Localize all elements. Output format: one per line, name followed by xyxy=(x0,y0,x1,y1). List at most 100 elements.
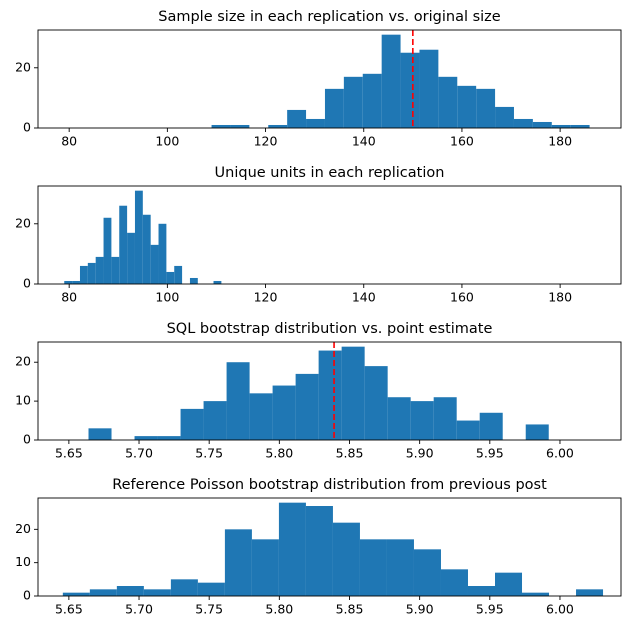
histogram-bar xyxy=(433,397,457,440)
histogram-bar xyxy=(72,280,80,284)
histogram-bar xyxy=(410,401,434,440)
x-tick-label: 100 xyxy=(155,134,179,149)
histogram-bar xyxy=(306,118,325,128)
x-tick-label: 5.90 xyxy=(406,446,434,461)
histogram-bar xyxy=(494,572,523,596)
histogram-bar xyxy=(213,280,222,284)
histogram-bar xyxy=(305,506,333,596)
histogram-bar xyxy=(230,124,250,128)
histogram-bar xyxy=(226,362,250,440)
y-tick-label: 0 xyxy=(23,588,31,603)
y-tick-label: 0 xyxy=(23,120,31,135)
histogram-bar xyxy=(251,539,279,596)
x-tick-label: 5.95 xyxy=(476,446,504,461)
histogram-bar xyxy=(211,124,231,128)
histogram-bar xyxy=(158,223,167,284)
x-tick-label: 5.65 xyxy=(55,602,83,617)
histogram-bar xyxy=(532,121,552,128)
histogram-bar xyxy=(318,350,342,440)
chart-title: Reference Poisson bootstrap distribution… xyxy=(112,477,547,493)
x-tick-label: 180 xyxy=(548,134,572,149)
histogram-bar xyxy=(111,256,120,284)
histogram-bar xyxy=(197,582,225,596)
histogram-bar xyxy=(150,244,159,284)
x-tick-label: 6.00 xyxy=(546,602,574,617)
histogram-bar xyxy=(362,73,382,128)
histogram-bar xyxy=(364,366,388,440)
y-tick-label: 10 xyxy=(15,554,31,569)
histogram-bar xyxy=(476,88,496,128)
histogram-bar xyxy=(341,346,365,440)
histogram-bar xyxy=(467,586,495,596)
histogram-bar xyxy=(166,271,175,284)
histogram-bar xyxy=(381,34,401,128)
chart-title: Sample size in each replication vs. orig… xyxy=(158,9,501,25)
histogram-bar xyxy=(324,88,344,128)
histogram-bar xyxy=(287,109,307,128)
histogram-bar xyxy=(95,256,104,284)
chart-title: SQL bootstrap distribution vs. point est… xyxy=(167,321,493,337)
x-tick-label: 140 xyxy=(352,134,376,149)
y-tick-label: 20 xyxy=(15,354,31,369)
y-tick-label: 10 xyxy=(15,393,31,408)
histogram-bar xyxy=(87,262,96,284)
histogram-bar xyxy=(570,124,590,128)
histogram-bar xyxy=(272,385,296,440)
histogram-bar xyxy=(522,592,550,596)
histogram-bar xyxy=(143,589,171,596)
x-tick-label: 80 xyxy=(61,290,77,305)
histogram-bar xyxy=(400,52,420,128)
histogram-bar xyxy=(438,76,458,128)
histogram-bar xyxy=(203,401,227,440)
histogram-bar xyxy=(387,397,411,440)
histogram-bar xyxy=(359,539,387,596)
histogram-bar xyxy=(513,118,533,128)
histogram-bar xyxy=(278,502,306,596)
histogram-bar xyxy=(456,420,480,440)
x-tick-label: 6.00 xyxy=(546,446,574,461)
histogram-bar xyxy=(295,373,319,440)
histogram-bar xyxy=(224,529,252,596)
x-tick-label: 160 xyxy=(450,290,474,305)
histogram-bar xyxy=(134,190,143,284)
axes-frame xyxy=(37,185,622,285)
x-tick-label: 5.80 xyxy=(265,446,293,461)
histogram-bar xyxy=(79,265,88,284)
histogram-bar xyxy=(576,589,604,596)
histogram-bar xyxy=(525,424,549,440)
x-tick-label: 5.65 xyxy=(55,446,83,461)
x-tick-label: 100 xyxy=(155,290,179,305)
histogram-bar xyxy=(268,124,288,128)
x-tick-label: 120 xyxy=(254,290,278,305)
histogram-bar xyxy=(127,232,135,284)
histogram-bar xyxy=(103,217,112,284)
axes-frame xyxy=(37,497,622,597)
histogram-bar xyxy=(386,539,414,596)
x-tick-label: 180 xyxy=(548,290,572,305)
histogram-bar xyxy=(88,428,112,440)
x-tick-label: 140 xyxy=(352,290,376,305)
histogram-bar xyxy=(440,569,468,596)
histogram-bar xyxy=(419,49,439,128)
histogram-bar xyxy=(64,280,73,284)
y-tick-label: 20 xyxy=(15,59,31,74)
histogram-bar xyxy=(62,592,90,596)
x-tick-label: 5.70 xyxy=(125,602,153,617)
x-tick-label: 5.95 xyxy=(476,602,504,617)
histogram-bar xyxy=(457,85,477,128)
axes-frame xyxy=(37,341,622,441)
x-tick-label: 5.75 xyxy=(195,446,223,461)
x-tick-label: 160 xyxy=(450,134,474,149)
chart-title: Unique units in each replication xyxy=(215,165,445,181)
histogram-bar xyxy=(174,265,183,284)
histogram-bar xyxy=(170,579,198,596)
histogram-bar xyxy=(89,589,117,596)
axes-frame xyxy=(37,29,622,129)
histogram-bar xyxy=(343,76,363,128)
x-tick-label: 120 xyxy=(254,134,278,149)
y-tick-label: 0 xyxy=(23,276,31,291)
x-tick-label: 5.85 xyxy=(336,602,364,617)
histogram-bar xyxy=(142,214,151,284)
histogram-bar xyxy=(116,586,144,596)
y-tick-label: 20 xyxy=(15,521,31,536)
